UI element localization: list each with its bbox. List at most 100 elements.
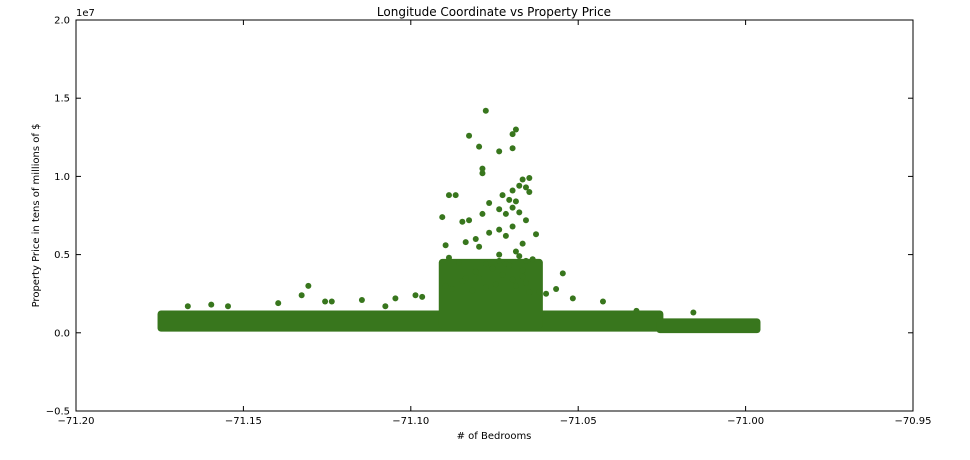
x-tick-label: −71.10: [392, 416, 429, 427]
scatter-point: [459, 218, 466, 225]
y-tick-label: 0.0: [54, 328, 70, 339]
y-axis: −0.5 0.0 0.5 1.0 1.5 2.0: [46, 16, 913, 418]
scatter-point: [445, 192, 452, 199]
scatter-point: [519, 240, 526, 247]
x-tick-label: −71.20: [57, 416, 94, 427]
scatter-point: [522, 279, 529, 286]
scatter-point: [322, 298, 329, 305]
scatter-point: [559, 270, 566, 277]
scatter-point: [526, 174, 533, 181]
scatter-point: [509, 187, 516, 194]
x-tick-label: −70.95: [894, 416, 931, 427]
scatter-point: [516, 182, 523, 189]
y-tick-label: 1.5: [54, 94, 70, 105]
scatter-point: [516, 209, 523, 216]
scatter-point: [184, 303, 191, 310]
x-tick-label: −71.15: [225, 416, 262, 427]
scatter-point: [512, 126, 519, 133]
scatter-point: [502, 232, 509, 239]
scatter-point: [486, 199, 493, 206]
scatter-point: [479, 170, 486, 177]
x-axis: −71.20 −71.15 −71.10 −71.05 −71.00 −70.95: [57, 20, 932, 427]
scatter-point: [466, 132, 473, 139]
scatter-point: [472, 268, 479, 275]
scatter-point: [512, 248, 519, 255]
scatter-point: [496, 226, 503, 233]
scatter-point: [275, 300, 282, 307]
scatter-point: [486, 229, 493, 236]
scatter-point: [482, 260, 489, 267]
scatter-point: [466, 217, 473, 224]
scatter-point: [358, 296, 365, 303]
scatter-point: [526, 289, 533, 296]
plot-frame: [75, 19, 914, 412]
dense-marker-band-main-band: [157, 310, 664, 332]
scatter-point: [305, 282, 312, 289]
scatter-point: [462, 239, 469, 246]
scatter-point: [506, 262, 513, 269]
x-axis-label: # of Bedrooms: [457, 431, 532, 442]
scatter-point: [439, 214, 446, 221]
scatter-point: [492, 281, 499, 288]
scatter-point: [456, 259, 463, 266]
y-tick-label: 0.5: [54, 250, 70, 261]
x-tick-label: −71.05: [560, 416, 597, 427]
scatter-point: [519, 273, 526, 280]
scatter-point: [499, 271, 506, 278]
y-tick-label: 2.0: [54, 16, 70, 27]
scatter-point: [506, 196, 513, 203]
scatter-point: [392, 295, 399, 302]
scatter-point: [522, 184, 529, 191]
scatter-point: [509, 204, 516, 211]
scatter-point: [509, 131, 516, 138]
scatter-point: [496, 257, 503, 264]
scatter-point: [633, 307, 640, 314]
scatter-point: [690, 309, 697, 316]
scatter-point: [496, 251, 503, 258]
scatter-point: [509, 223, 516, 230]
scatter-point: [482, 107, 489, 114]
y-offset-label: 1e7: [76, 8, 95, 19]
scatter-point: [509, 145, 516, 152]
scatter-point: [512, 282, 519, 289]
y-tick-label: 1.0: [54, 172, 70, 183]
dense-marker-band-east-tail-band: [656, 318, 761, 334]
scatter-point: [496, 148, 503, 155]
scatter-point: [519, 176, 526, 183]
scatter-point: [489, 265, 496, 272]
scatter-point: [224, 303, 231, 310]
scatter-point: [509, 276, 516, 283]
scatter-point: [599, 298, 606, 305]
scatter-point: [442, 242, 449, 249]
scatter-point: [382, 303, 389, 310]
scatter-point: [482, 284, 489, 291]
x-tick-label: −71.00: [727, 416, 764, 427]
plot-area: [157, 107, 761, 334]
scatter-point: [529, 256, 536, 263]
scatter-point: [412, 292, 419, 299]
scatter-point: [449, 286, 456, 293]
scatter-point: [472, 235, 479, 242]
scatter-point: [526, 189, 533, 196]
scatter-point: [298, 292, 305, 299]
scatter-point: [519, 267, 526, 274]
scatter-point: [462, 275, 469, 282]
scatter-point: [522, 257, 529, 264]
scatter-point: [533, 231, 540, 238]
scatter-point: [208, 301, 215, 308]
scatter-point: [476, 143, 483, 150]
scatter-point: [569, 295, 576, 302]
chart-title: Longitude Coordinate vs Property Price: [377, 5, 611, 19]
scatter-point: [516, 253, 523, 260]
scatter-point: [476, 243, 483, 250]
scatter-point: [442, 282, 449, 289]
scatter-point: [496, 206, 503, 213]
scatter-point: [445, 254, 452, 261]
scatter-point: [328, 298, 335, 305]
y-tick-label: −0.5: [46, 407, 70, 418]
scatter-point: [419, 293, 426, 300]
y-axis-label: Property Price in tens of millions of $: [31, 124, 42, 308]
scatter-point: [536, 289, 543, 296]
scatter-point: [512, 198, 519, 205]
